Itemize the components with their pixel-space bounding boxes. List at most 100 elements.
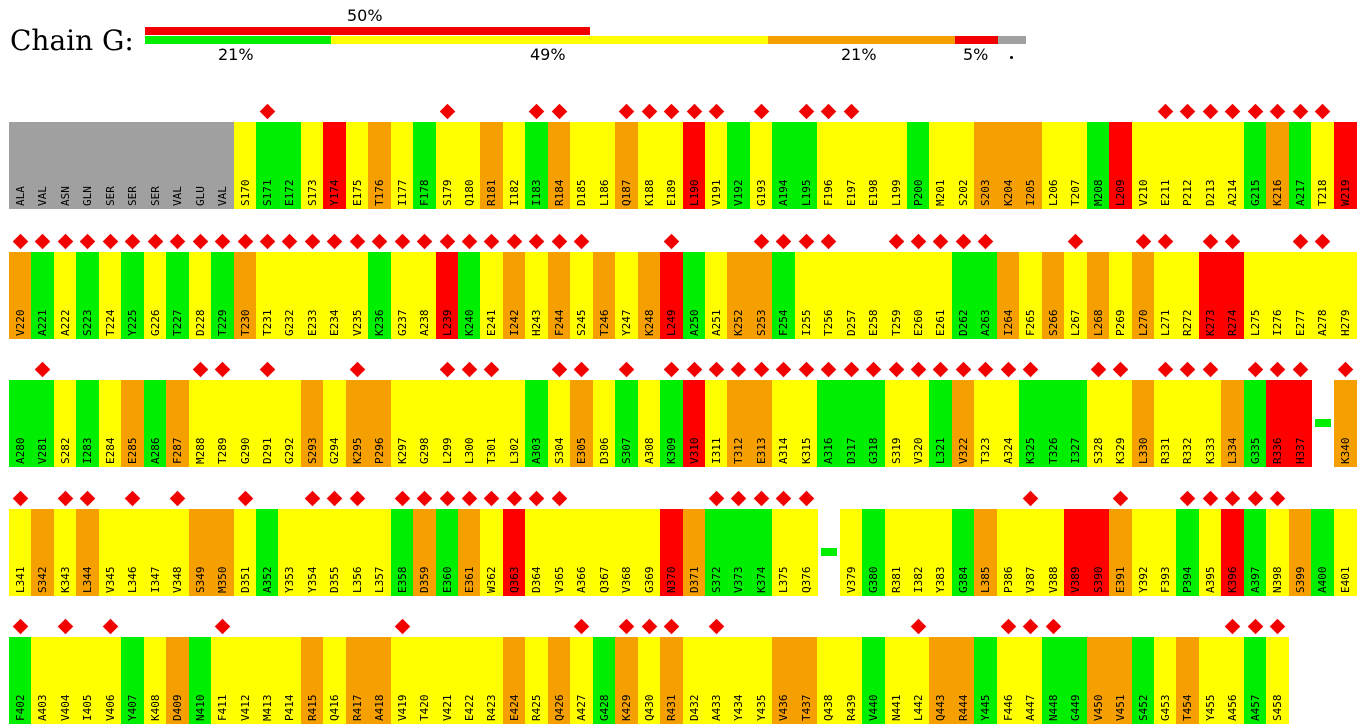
residue-cell: T227: [166, 252, 190, 339]
outlier-diamond-icon: [237, 490, 253, 507]
residue-label: G369: [642, 566, 656, 594]
residue-cell: W219: [1333, 122, 1357, 209]
residue-cell: T230: [233, 252, 257, 339]
residue-label: R439: [844, 694, 858, 722]
outlier-diamond-icon: [731, 490, 747, 507]
residue-label: A418: [373, 694, 387, 722]
residue-label: E198: [867, 179, 881, 207]
residue-cell: Y434: [727, 637, 751, 724]
outlier-diamond-icon: [529, 233, 545, 250]
residue-label: P212: [1181, 179, 1195, 207]
residue-label: D317: [844, 437, 858, 465]
outlier-diamond-icon: [708, 361, 725, 378]
residue-cell: L186: [592, 122, 616, 209]
residue-cell: G428: [592, 637, 616, 724]
residue-label: SER: [148, 186, 162, 206]
residue-label: E284: [103, 437, 117, 465]
residue-cell: A403: [31, 637, 55, 724]
residue-cell: R331: [1153, 380, 1177, 467]
residue-cell: E285: [121, 380, 145, 467]
residue-label: V419: [395, 694, 409, 722]
outlier-diamond-icon: [484, 361, 500, 378]
residue-cell: A303: [525, 380, 549, 467]
residue-cell: I347: [143, 509, 167, 596]
residue-cell: E305: [570, 380, 594, 467]
outlier-diamond-icon: [843, 361, 859, 378]
bar-dot: [1010, 56, 1013, 59]
outlier-diamond-icon: [259, 361, 276, 378]
residue-cell: L190: [682, 122, 706, 209]
residue-label: I177: [395, 179, 409, 207]
residue-label: E360: [440, 566, 454, 594]
outlier-diamond-icon: [394, 490, 410, 507]
residue-label: SER: [126, 186, 140, 206]
residue-label: M350: [216, 566, 230, 594]
residue-cell: A214: [1221, 122, 1245, 209]
residue-cell: Y435: [749, 637, 773, 724]
residue-label: T420: [418, 694, 432, 722]
residue-cell: Q430: [637, 637, 661, 724]
residue-label: S319: [889, 437, 903, 465]
residue-cell: M413: [255, 637, 279, 724]
bar-segment-green: [145, 36, 331, 44]
residue-cell: P394: [1176, 509, 1200, 596]
outlier-diamond-icon: [1337, 361, 1353, 378]
outlier-diamond-icon: [439, 490, 455, 507]
residue-cell: K248: [637, 252, 661, 339]
residue-cell: T246: [592, 252, 616, 339]
residue-cell: R415: [300, 637, 324, 724]
residue-label: F265: [1024, 309, 1038, 337]
residue-label: R331: [1158, 437, 1172, 465]
residue-cell: G298: [413, 380, 437, 467]
outlier-diamond-icon: [1314, 103, 1331, 120]
residue-cell: A427: [570, 637, 594, 724]
residue-cell: Q363: [502, 509, 526, 596]
residue-label: K343: [58, 566, 72, 594]
percent-label-green: 21%: [218, 45, 254, 64]
outlier-diamond-icon: [214, 618, 231, 635]
residue-cell: A263: [974, 252, 998, 339]
residue-cell: L199: [884, 122, 908, 209]
residue-label: S458: [1271, 694, 1285, 722]
outlier-diamond-icon: [663, 618, 680, 635]
residue-label: I255: [799, 309, 813, 337]
residue-label: V404: [58, 694, 72, 722]
residue-label: F393: [1158, 566, 1172, 594]
outlier-diamond-icon: [798, 103, 815, 120]
residue-label: K329: [1114, 437, 1128, 465]
residue-cell: E258: [862, 252, 886, 339]
residue-label: L239: [440, 309, 454, 337]
residue-label: S282: [58, 437, 72, 465]
residue-label: G294: [328, 437, 342, 465]
residue-label: V421: [440, 694, 454, 722]
residue-label: K309: [665, 437, 679, 465]
residue-label: T231: [260, 309, 274, 337]
residue-cell: E401: [1333, 509, 1357, 596]
outlier-diamond-icon: [327, 233, 343, 250]
residue-cell: SER: [98, 122, 122, 209]
residue-label: I242: [507, 309, 521, 337]
residue-cell: F411: [211, 637, 235, 724]
residue-cell: D306: [592, 380, 616, 467]
outlier-diamond-icon: [888, 361, 904, 378]
residue-label: Y247: [620, 309, 634, 337]
residue-label: S452: [1136, 694, 1150, 722]
outlier-diamond-icon: [416, 490, 433, 507]
residue-cell: E211: [1153, 122, 1177, 209]
residue-label: S266: [1046, 309, 1060, 337]
residue-label: V388: [1046, 566, 1060, 594]
outlier-diamond-icon: [1269, 490, 1286, 507]
outlier-diamond-icon: [551, 490, 568, 507]
residue-label: G292: [283, 437, 297, 465]
residue-label: M201: [934, 179, 948, 207]
residue-label: V320: [912, 437, 925, 465]
residue-label: D409: [171, 694, 185, 722]
residue-cell: D317: [839, 380, 863, 467]
residue-cell: R272: [1176, 252, 1200, 339]
residue-cell: R274: [1221, 252, 1245, 339]
residue-label: T301: [485, 437, 499, 465]
residue-cell: SER: [121, 122, 145, 209]
residue-cell: S223: [76, 252, 100, 339]
residue-label: VAL: [36, 186, 50, 206]
residue-cell: V387: [1019, 509, 1043, 596]
